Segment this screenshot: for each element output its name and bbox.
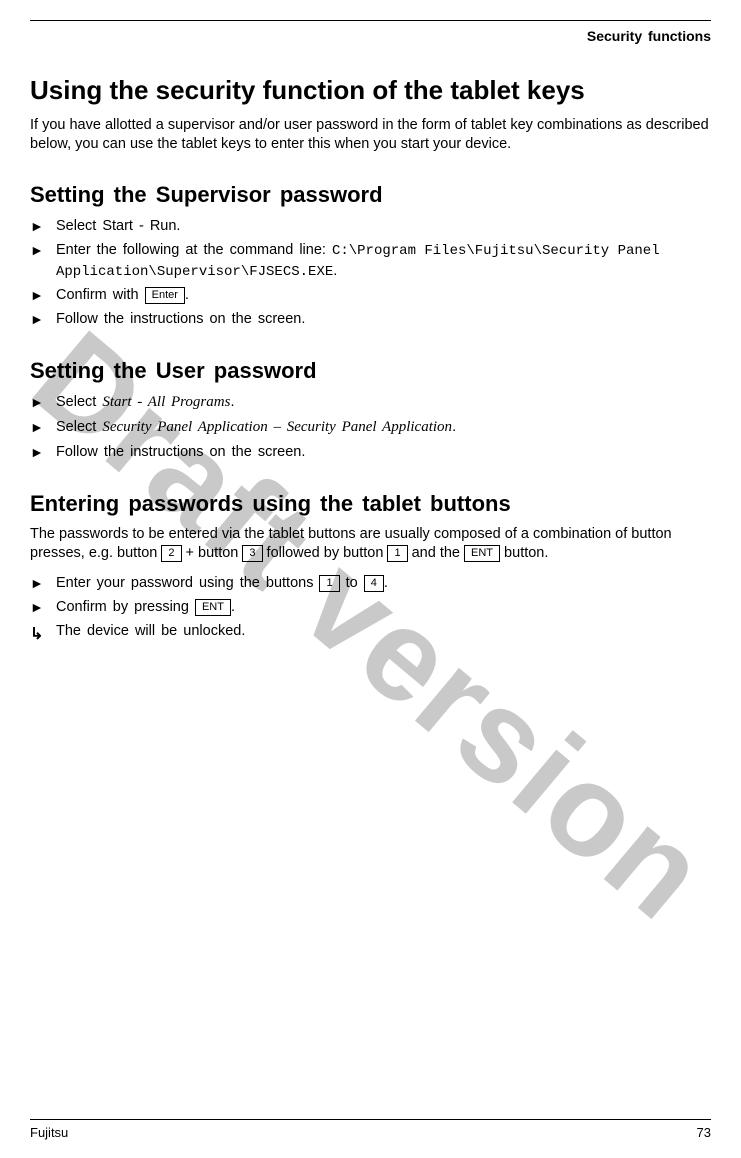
step-item: ► Follow the instructions on the screen.	[30, 442, 711, 463]
step-text: .	[333, 263, 337, 279]
step-text: Confirm by pressing	[56, 599, 195, 615]
step-text: Select Start - Run.	[56, 218, 180, 234]
entering-intro: The passwords to be entered via the tabl…	[30, 525, 711, 563]
step-text: .	[185, 287, 189, 303]
menu-path: Start - All Programs	[102, 394, 230, 410]
step-item: ► Select Start - All Programs.	[30, 392, 711, 414]
step-item: ► Confirm by pressing ENT.	[30, 597, 711, 618]
step-item: ► Select Start - Run.	[30, 216, 711, 237]
step-text: to	[340, 575, 364, 591]
step-text: Follow the instructions on the screen.	[56, 311, 305, 327]
menu-path: Security Panel Application – Security Pa…	[102, 419, 452, 435]
keycap-4: 4	[364, 575, 384, 592]
result-text: The device will be unlocked.	[56, 623, 245, 639]
bottom-rule	[30, 1119, 711, 1120]
keycap-2: 2	[161, 545, 181, 562]
step-text: .	[230, 394, 234, 410]
step-marker-icon: ►	[30, 285, 44, 305]
footer-page-number: 73	[697, 1125, 711, 1140]
step-text: Select	[56, 394, 102, 410]
page-title: Using the security function of the table…	[30, 75, 711, 106]
keycap-3: 3	[242, 545, 262, 562]
result-marker-icon: ↳	[30, 623, 43, 646]
section-supervisor-title: Setting the Supervisor password	[30, 182, 711, 208]
running-head: Security functions	[587, 28, 711, 44]
text: and the	[408, 545, 464, 561]
text: followed by button	[263, 545, 388, 561]
content: Using the security function of the table…	[30, 75, 711, 645]
intro-paragraph: If you have allotted a supervisor and/or…	[30, 116, 711, 154]
step-item: ► Select Security Panel Application – Se…	[30, 417, 711, 439]
text: + button	[182, 545, 243, 561]
step-marker-icon: ►	[30, 240, 44, 260]
top-rule	[30, 20, 711, 21]
section-entering-title: Entering passwords using the tablet butt…	[30, 491, 711, 517]
keycap-ent: ENT	[464, 545, 500, 562]
step-marker-icon: ►	[30, 442, 44, 462]
step-text: Enter the following at the command line:	[56, 242, 332, 258]
user-steps: ► Select Start - All Programs. ► Select …	[30, 392, 711, 463]
keycap-enter: Enter	[145, 287, 185, 304]
step-text: Confirm with	[56, 287, 145, 303]
keycap-1: 1	[387, 545, 407, 562]
step-item: ► Follow the instructions on the screen.	[30, 309, 711, 330]
section-user-title: Setting the User password	[30, 358, 711, 384]
step-marker-icon: ►	[30, 216, 44, 236]
step-marker-icon: ►	[30, 573, 44, 593]
entering-steps: ► Enter your password using the buttons …	[30, 573, 711, 642]
step-item: ► Enter the following at the command lin…	[30, 240, 711, 283]
step-item: ► Enter your password using the buttons …	[30, 573, 711, 594]
footer-brand: Fujitsu	[30, 1125, 68, 1140]
keycap-1: 1	[319, 575, 339, 592]
result-item: ↳ The device will be unlocked.	[30, 621, 711, 642]
step-text: Enter your password using the buttons	[56, 575, 319, 591]
text: button.	[500, 545, 548, 561]
step-marker-icon: ►	[30, 392, 44, 412]
step-text: Follow the instructions on the screen.	[56, 444, 305, 460]
step-text: Select	[56, 419, 102, 435]
page: Security functions Draft version Using t…	[0, 0, 741, 1158]
step-text: .	[452, 419, 456, 435]
step-text: .	[231, 599, 235, 615]
step-marker-icon: ►	[30, 309, 44, 329]
step-marker-icon: ►	[30, 417, 44, 437]
step-text: .	[384, 575, 388, 591]
supervisor-steps: ► Select Start - Run. ► Enter the follow…	[30, 216, 711, 331]
step-marker-icon: ►	[30, 597, 44, 617]
keycap-ent: ENT	[195, 599, 231, 616]
step-item: ► Confirm with Enter.	[30, 285, 711, 306]
